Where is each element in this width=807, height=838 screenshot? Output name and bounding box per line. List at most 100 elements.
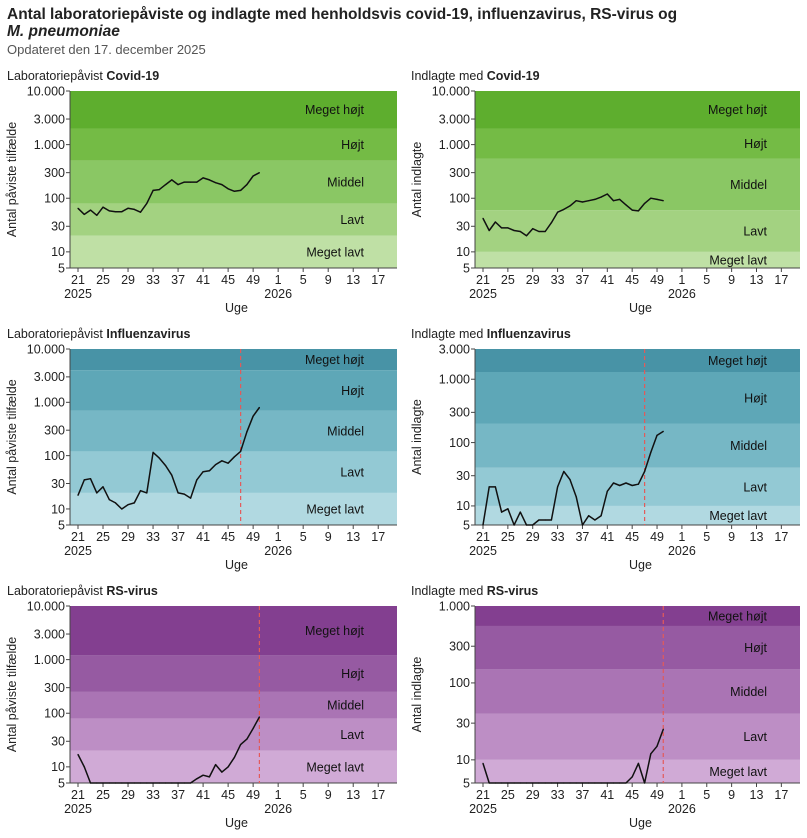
data-point-flu-hosp <box>625 482 627 484</box>
x-tick-label-rsv-lab: 1 <box>275 788 282 802</box>
level-label-flu-hosp-3: Højt <box>744 391 767 405</box>
data-point-flu-lab <box>102 486 104 488</box>
data-point-rsv-hosp <box>612 782 615 784</box>
data-point-covid-hosp <box>656 198 658 200</box>
data-point-flu-hosp <box>631 484 633 487</box>
x-tick-label-flu-lab: 37 <box>171 530 185 544</box>
level-label-flu-lab-2: Middel <box>327 424 364 438</box>
y-tick-label-covid-hosp: 30 <box>456 220 470 234</box>
level-label-covid-lab-2: Middel <box>327 176 364 190</box>
data-point-flu-lab <box>246 431 248 433</box>
data-point-covid-lab <box>196 181 198 183</box>
x-axis-label-covid-lab: Uge <box>225 301 248 315</box>
level-label-covid-lab-4: Meget højt <box>305 103 365 117</box>
data-point-rsv-lab <box>202 774 204 776</box>
data-point-covid-hosp <box>600 196 602 198</box>
band-flu-hosp-2 <box>475 423 800 468</box>
x-tick-label-flu-hosp: 29 <box>526 530 540 544</box>
data-point-covid-hosp <box>538 230 540 233</box>
y-tick-label-covid-hosp: 100 <box>449 192 470 206</box>
y-tick-label-covid-hosp: 3.000 <box>439 112 470 126</box>
year-right-covid-lab: 2026 <box>264 287 292 301</box>
x-tick-label-rsv-lab: 21 <box>71 788 85 802</box>
y-tick-label-rsv-lab: 30 <box>51 735 65 749</box>
y-axis-label-flu-hosp: Antal indlagte <box>410 399 424 475</box>
panel-title-covid-hosp: Indlagte med Covid-19 <box>411 69 540 83</box>
data-point-flu-hosp <box>519 511 521 513</box>
data-point-covid-lab <box>240 189 242 191</box>
x-tick-label-rsv-hosp: 49 <box>650 788 664 802</box>
band-flu-hosp-4 <box>475 349 800 373</box>
data-point-rsv-lab <box>215 764 217 766</box>
data-point-covid-hosp <box>488 229 490 232</box>
y-tick-label-rsv-lab: 300 <box>44 681 65 695</box>
x-tick-label-covid-lab: 9 <box>325 273 332 287</box>
page-title-line2: M. pneumoniae <box>7 23 120 40</box>
data-point-rsv-hosp <box>575 782 577 784</box>
data-point-flu-hosp <box>538 519 540 521</box>
level-label-flu-hosp-4: Meget højt <box>708 354 768 368</box>
data-point-covid-hosp <box>619 198 621 200</box>
y-tick-label-rsv-hosp: 5 <box>463 776 470 790</box>
level-label-covid-hosp-4: Meget højt <box>708 103 768 117</box>
data-point-flu-hosp <box>656 434 658 436</box>
data-point-rsv-hosp <box>519 782 521 784</box>
data-point-covid-lab <box>246 184 248 186</box>
data-point-covid-hosp <box>625 204 627 206</box>
x-tick-label-flu-hosp: 25 <box>501 530 515 544</box>
x-tick-label-flu-lab: 21 <box>71 530 85 544</box>
y-tick-label-covid-lab: 1.000 <box>34 138 65 152</box>
x-tick-label-covid-lab: 41 <box>196 273 210 287</box>
data-point-rsv-lab <box>233 756 235 759</box>
y-tick-label-flu-hosp: 5 <box>463 518 470 532</box>
panel-title-covid-lab: Laboratoriepåvist Covid-19 <box>7 69 160 83</box>
data-point-rsv-lab <box>139 782 142 784</box>
band-flu-lab-3 <box>70 370 397 411</box>
data-point-rsv-hosp <box>550 782 553 784</box>
y-tick-label-flu-hosp: 100 <box>449 436 470 450</box>
x-tick-label-rsv-hosp: 33 <box>551 788 565 802</box>
band-flu-lab-2 <box>70 410 397 452</box>
level-label-covid-hosp-0: Meget lavt <box>709 253 767 267</box>
data-point-covid-lab <box>121 211 123 213</box>
data-point-flu-hosp <box>588 515 590 517</box>
x-tick-label-covid-hosp: 9 <box>728 273 735 287</box>
series-line-flu-lab <box>77 407 261 510</box>
band-covid-lab-4 <box>70 91 397 129</box>
level-label-flu-lab-4: Meget højt <box>305 353 365 367</box>
y-axis-label-covid-lab: Antal påviste tilfælde <box>5 122 19 237</box>
data-point-covid-lab <box>190 181 192 183</box>
data-point-flu-hosp <box>482 524 484 526</box>
x-tick-label-covid-hosp: 25 <box>501 273 515 287</box>
year-right-flu-lab: 2026 <box>264 544 292 558</box>
data-point-covid-hosp <box>501 227 503 229</box>
band-rsv-hosp-2 <box>475 669 800 714</box>
band-rsv-lab-1 <box>70 718 397 751</box>
data-point-rsv-lab <box>246 738 248 740</box>
year-left-flu-hosp: 2025 <box>469 544 497 558</box>
data-point-flu-hosp <box>494 486 496 488</box>
data-point-flu-hosp <box>550 519 553 521</box>
data-point-covid-lab <box>152 189 154 191</box>
year-left-covid-hosp: 2025 <box>469 287 497 301</box>
x-tick-label-rsv-hosp: 41 <box>600 788 614 802</box>
data-point-rsv-lab <box>158 782 160 784</box>
data-point-flu-hosp <box>575 496 577 498</box>
x-tick-label-covid-hosp: 45 <box>625 273 639 287</box>
data-point-flu-hosp <box>557 486 559 488</box>
y-tick-label-rsv-hosp: 100 <box>449 676 470 690</box>
x-tick-label-flu-lab: 17 <box>371 530 385 544</box>
y-tick-label-rsv-hosp: 300 <box>449 640 470 654</box>
y-tick-label-covid-hosp: 300 <box>449 166 470 180</box>
data-point-rsv-lab <box>252 727 254 730</box>
x-axis-label-rsv-hosp: Uge <box>629 816 652 830</box>
data-point-rsv-hosp <box>538 782 540 784</box>
band-flu-hosp-3 <box>475 372 800 424</box>
panel-title-flu-hosp: Indlagte med Influenzavirus <box>411 327 571 341</box>
x-tick-label-rsv-hosp: 37 <box>575 788 589 802</box>
x-tick-label-rsv-lab: 5 <box>300 788 307 802</box>
x-tick-label-flu-hosp: 49 <box>650 530 664 544</box>
y-tick-label-flu-hosp: 1.000 <box>439 373 470 387</box>
level-label-rsv-lab-4: Meget højt <box>305 624 365 638</box>
data-point-covid-lab <box>208 179 210 181</box>
